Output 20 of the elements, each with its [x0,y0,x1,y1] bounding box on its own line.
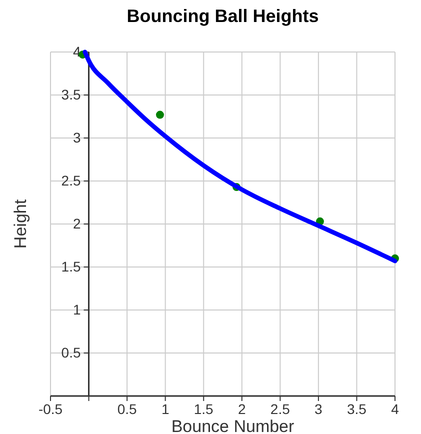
x-tick-label: -0.5 [38,400,63,417]
x-tick-label: 1 [161,400,170,417]
y-tick-label: 1 [72,301,81,318]
y-tick-label: 2 [72,215,81,232]
point [156,110,164,119]
x-tick-label: 4 [391,400,400,417]
chart-title: Bouncing Ball Heights [126,6,319,26]
y-axis-title: Height [11,199,30,249]
x-tick-label: 1.5 [194,400,214,417]
x-tick-label: 3 [314,400,323,417]
y-tick-label: 3.5 [61,86,81,102]
x-axis-title: Bounce Number [171,417,295,434]
x-tick-label: 2.5 [270,400,290,417]
y-tick-label: 1.5 [61,258,81,274]
y-tick-label: 0.5 [61,344,81,360]
x-tick-label: 0.5 [117,400,137,417]
x-tick-label: 3.5 [346,400,367,417]
y-tick-label: 2.5 [61,172,81,188]
x-tick-label: 2 [238,400,246,417]
y-tick-label: 3 [72,129,81,146]
